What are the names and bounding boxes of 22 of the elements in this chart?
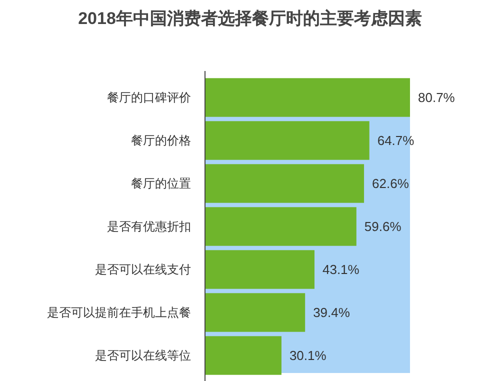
y-tick-label: 餐厅的口碑评价	[107, 90, 191, 105]
bar	[205, 250, 314, 289]
y-tick-label: 是否可以提前在手机上点餐	[47, 306, 191, 320]
data-label: 64.7%	[377, 133, 415, 148]
bar	[205, 336, 282, 375]
y-tick-label: 餐厅的位置	[131, 176, 191, 191]
y-tick-label: 餐厅的价格	[131, 134, 191, 148]
bar	[205, 164, 364, 203]
chart-title: 2018年中国消费者选择餐厅时的主要考虑因素	[78, 9, 422, 28]
bar	[205, 121, 370, 160]
data-label: 30.1%	[289, 348, 327, 364]
y-tick-label: 是否可以在线等位	[95, 348, 191, 363]
bar	[205, 293, 306, 332]
bar	[205, 207, 356, 246]
data-label: 59.6%	[364, 219, 402, 234]
bar	[205, 78, 410, 117]
y-tick-label: 是否有优惠折扣	[107, 220, 191, 234]
data-label: 62.6%	[372, 176, 410, 192]
data-label: 80.7%	[418, 90, 456, 106]
data-label: 43.1%	[322, 262, 360, 278]
data-label: 39.4%	[313, 305, 350, 320]
y-tick-label: 是否可以在线支付	[95, 262, 191, 277]
